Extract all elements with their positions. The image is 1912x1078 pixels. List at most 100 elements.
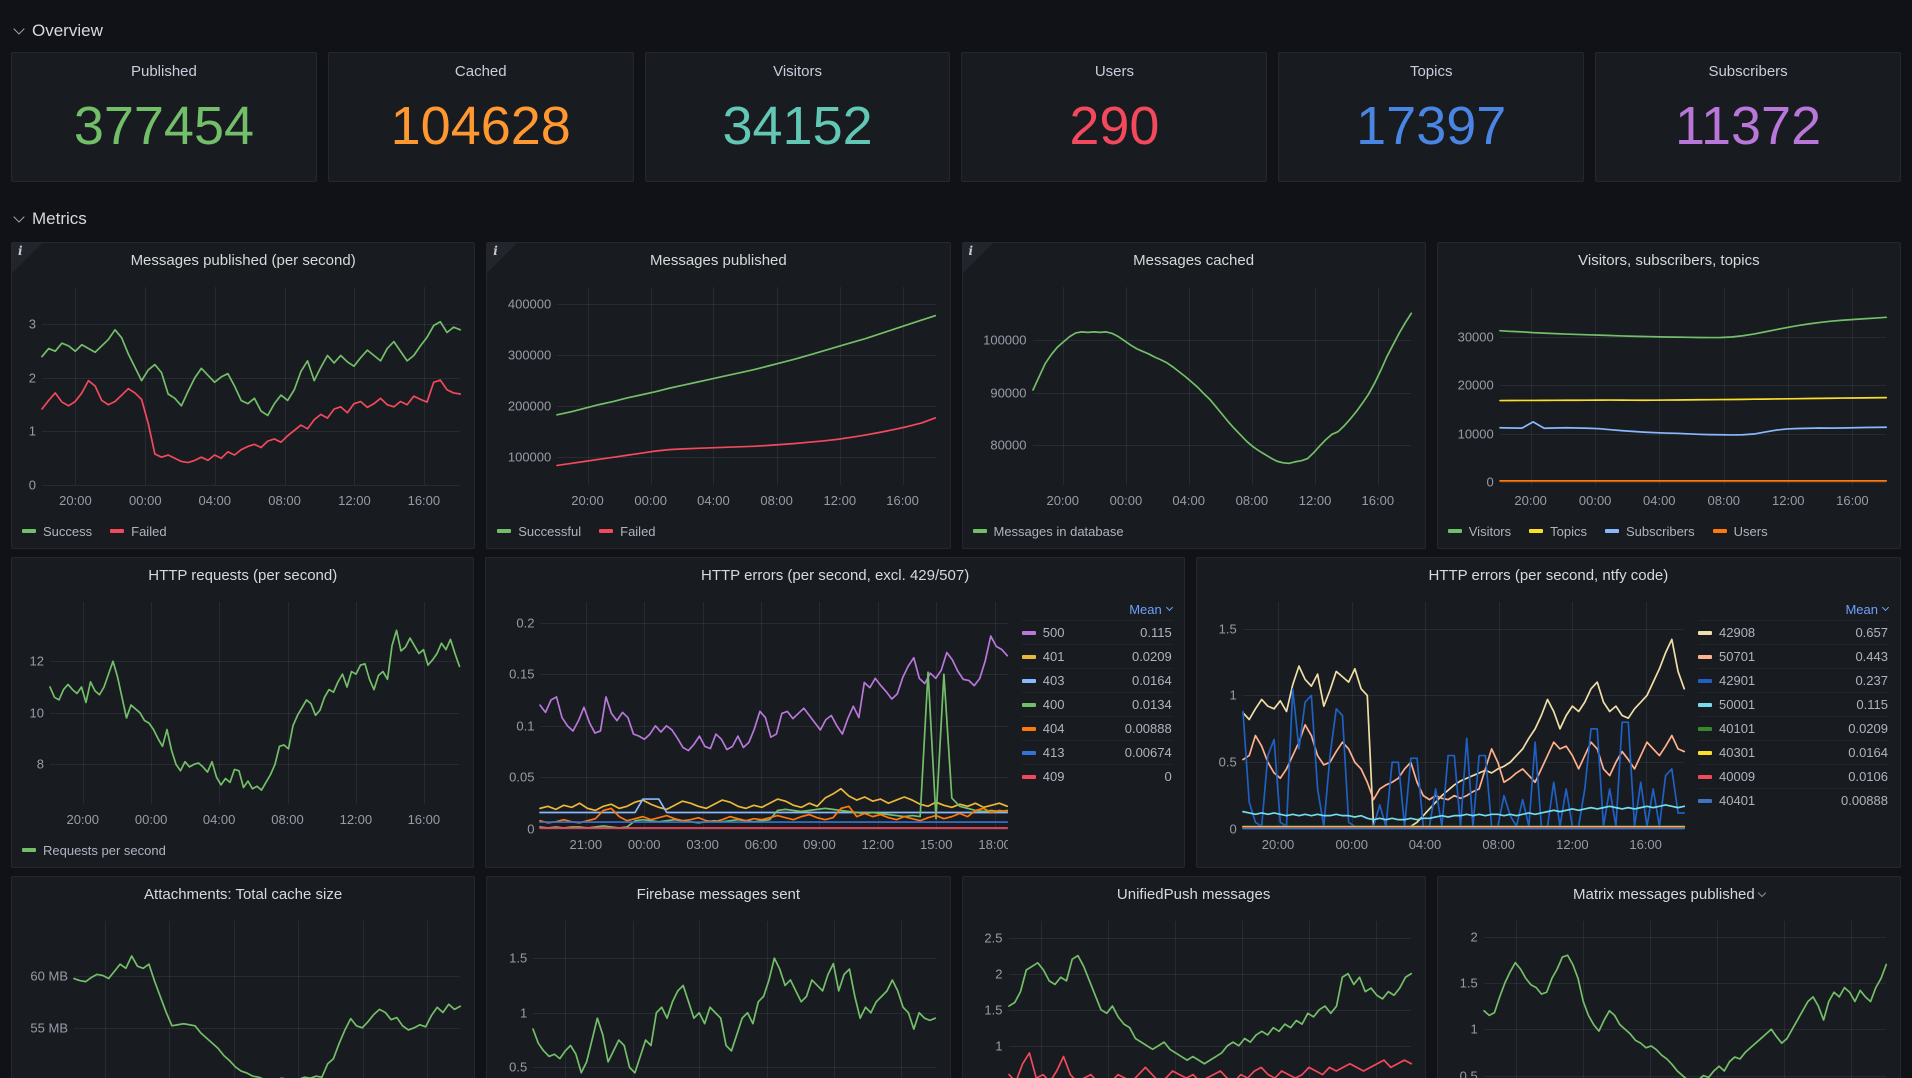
legend-row-500[interactable]: 500 0.115 — [1021, 620, 1172, 644]
x-tick-label: 04:00 — [198, 493, 232, 508]
plot-area[interactable] — [1500, 287, 1886, 485]
x-tick-label: 06:00 — [744, 837, 778, 852]
x-axis-labels: 20:00 00:00 04:00 08:00 12:00 16:00 — [557, 491, 935, 511]
legend-row-50701[interactable]: 50701 0.443 — [1698, 644, 1888, 668]
series-line-messages-in-database — [1033, 313, 1411, 463]
legend-swatch — [1529, 529, 1544, 533]
plot-area[interactable] — [1009, 921, 1411, 1078]
legend-item-visitors[interactable]: Visitors — [1447, 523, 1512, 539]
v-gridline — [936, 602, 938, 829]
y-axis-labels: 400000 300000 200000 100000 — [493, 287, 551, 485]
info-icon-glyph: i — [968, 244, 974, 258]
legend-swatch — [972, 529, 987, 533]
metrics-panels: Messages published (per second) i 3 2 1 0 20:0… — [11, 242, 1901, 1078]
stat-panel-subscribers: Subscribers 11372 — [1595, 52, 1901, 182]
legend-row-42908[interactable]: 42908 0.657 — [1698, 620, 1888, 644]
legend-row-403[interactable]: 403 0.0164 — [1021, 668, 1172, 692]
plot-area[interactable] — [50, 602, 459, 804]
plot-area[interactable] — [533, 921, 935, 1078]
panel-messages-published: Messages published i 400000 300000 200000 100… — [486, 242, 951, 549]
legend-label: Requests per second — [43, 842, 166, 858]
plot-area[interactable] — [42, 287, 460, 486]
legend-swatch — [1021, 750, 1036, 755]
legend-item-users[interactable]: Users — [1712, 524, 1768, 539]
v-gridline — [145, 287, 147, 485]
plot-area[interactable] — [1033, 287, 1411, 485]
legend-row-50001[interactable]: 50001 0.115 — [1698, 692, 1888, 716]
y-axis-labels: 2 1.5 1 0.5 — [1444, 921, 1478, 1078]
legend-swatch — [1698, 774, 1712, 779]
legend-row-40101[interactable]: 40101 0.0209 — [1698, 716, 1888, 740]
legend-item-failed[interactable]: Failed — [599, 524, 656, 539]
x-tick-label: 16:00 — [1629, 837, 1662, 852]
legend-row-40401[interactable]: 40401 0.00888 — [1698, 788, 1888, 812]
v-gridline — [104, 921, 106, 1078]
series-line-success — [42, 322, 460, 416]
legend-mean-header[interactable]: Mean — [1698, 598, 1890, 620]
h-gridline — [557, 303, 936, 305]
legend-item-requests-per-second[interactable]: Requests per second — [22, 843, 166, 858]
h-gridline — [1008, 973, 1411, 975]
legend-label: Visitors — [1468, 523, 1512, 539]
y-tick-label: 10 — [29, 705, 44, 721]
legend-swatch — [1021, 654, 1036, 659]
plot-area[interactable] — [74, 921, 460, 1078]
v-gridline — [1107, 921, 1109, 1078]
y-tick-label: 400000 — [507, 296, 552, 312]
y-tick-label: 0 — [527, 821, 535, 837]
panel-info-icon[interactable]: i — [12, 243, 42, 273]
v-gridline — [1040, 921, 1042, 1078]
legend-row-40009[interactable]: 40009 0.0106 — [1698, 764, 1888, 788]
plot-area[interactable] — [540, 602, 1008, 830]
legend-swatch — [1698, 654, 1712, 659]
plot-area[interactable] — [557, 287, 935, 485]
x-tick-label: 20:00 — [1261, 837, 1295, 852]
legend-item-topics[interactable]: Topics — [1529, 524, 1587, 539]
info-icon-glyph: i — [18, 244, 23, 258]
legend-item-success[interactable]: Success — [22, 524, 92, 539]
legend-row-404[interactable]: 404 0.00888 — [1021, 716, 1172, 740]
x-axis-labels: 21:00 00:00 03:00 06:00 09:00 12:00 15:00 18:00 — [540, 835, 1008, 855]
legend-label: 40009 — [1719, 769, 1756, 784]
h-gridline — [540, 674, 1008, 676]
section-header-overview[interactable]: Overview — [13, 16, 103, 46]
legend-swatch — [1021, 726, 1036, 731]
legend-row-40301[interactable]: 40301 0.0164 — [1698, 740, 1888, 764]
legend-item-messages-in-database[interactable]: Messages in database — [972, 524, 1124, 539]
v-gridline — [362, 921, 364, 1078]
plot-area[interactable] — [1243, 602, 1684, 830]
stat-panel-topics: Topics 17397 — [1278, 52, 1585, 182]
series-line-50001 — [1243, 805, 1684, 820]
legend-label: 403 — [1042, 673, 1065, 688]
legend-mean-value: 0.443 — [1855, 649, 1888, 664]
panel-title[interactable]: Matrix messages published — [1572, 885, 1755, 903]
y-tick-label: 1 — [1470, 1021, 1478, 1037]
legend-mean-header[interactable]: Mean — [1022, 598, 1173, 620]
v-gridline — [585, 602, 587, 829]
legend-item-successful[interactable]: Successful — [497, 524, 581, 539]
y-tick-label: 0 — [28, 477, 36, 493]
legend-row-400[interactable]: 400 0.0134 — [1021, 692, 1172, 716]
panel-visitors-subscribers-topics: Visitors, subscribers, topics 30000 20000 1… — [1436, 242, 1901, 549]
legend-row-409[interactable]: 409 0 — [1021, 764, 1172, 788]
v-gridline — [761, 602, 763, 829]
v-gridline — [1188, 287, 1190, 485]
legend-item-failed[interactable]: Failed — [110, 524, 167, 539]
panel-info-icon[interactable]: i — [962, 243, 993, 273]
v-gridline — [423, 287, 425, 485]
panel-header: HTTP requests (per second) — [12, 558, 473, 592]
legend-row-413[interactable]: 413 0.00674 — [1021, 740, 1172, 764]
v-gridline — [1377, 287, 1379, 485]
legend-swatch — [1447, 529, 1462, 533]
section-header-metrics[interactable]: Metrics — [13, 204, 87, 234]
overview-stats-row: Published 377454 Cached 104628 Visitors 34152… — [11, 52, 1901, 182]
legend-item-subscribers[interactable]: Subscribers — [1605, 524, 1695, 539]
v-gridline — [219, 602, 221, 804]
legend-row-401[interactable]: 401 0.0209 — [1021, 644, 1172, 668]
plot-area[interactable] — [1484, 921, 1886, 1078]
chevron-down-icon — [1165, 603, 1173, 612]
panel-info-icon[interactable]: i — [487, 243, 518, 273]
legend-row-42901[interactable]: 42901 0.237 — [1698, 668, 1888, 692]
v-gridline — [1125, 287, 1127, 485]
